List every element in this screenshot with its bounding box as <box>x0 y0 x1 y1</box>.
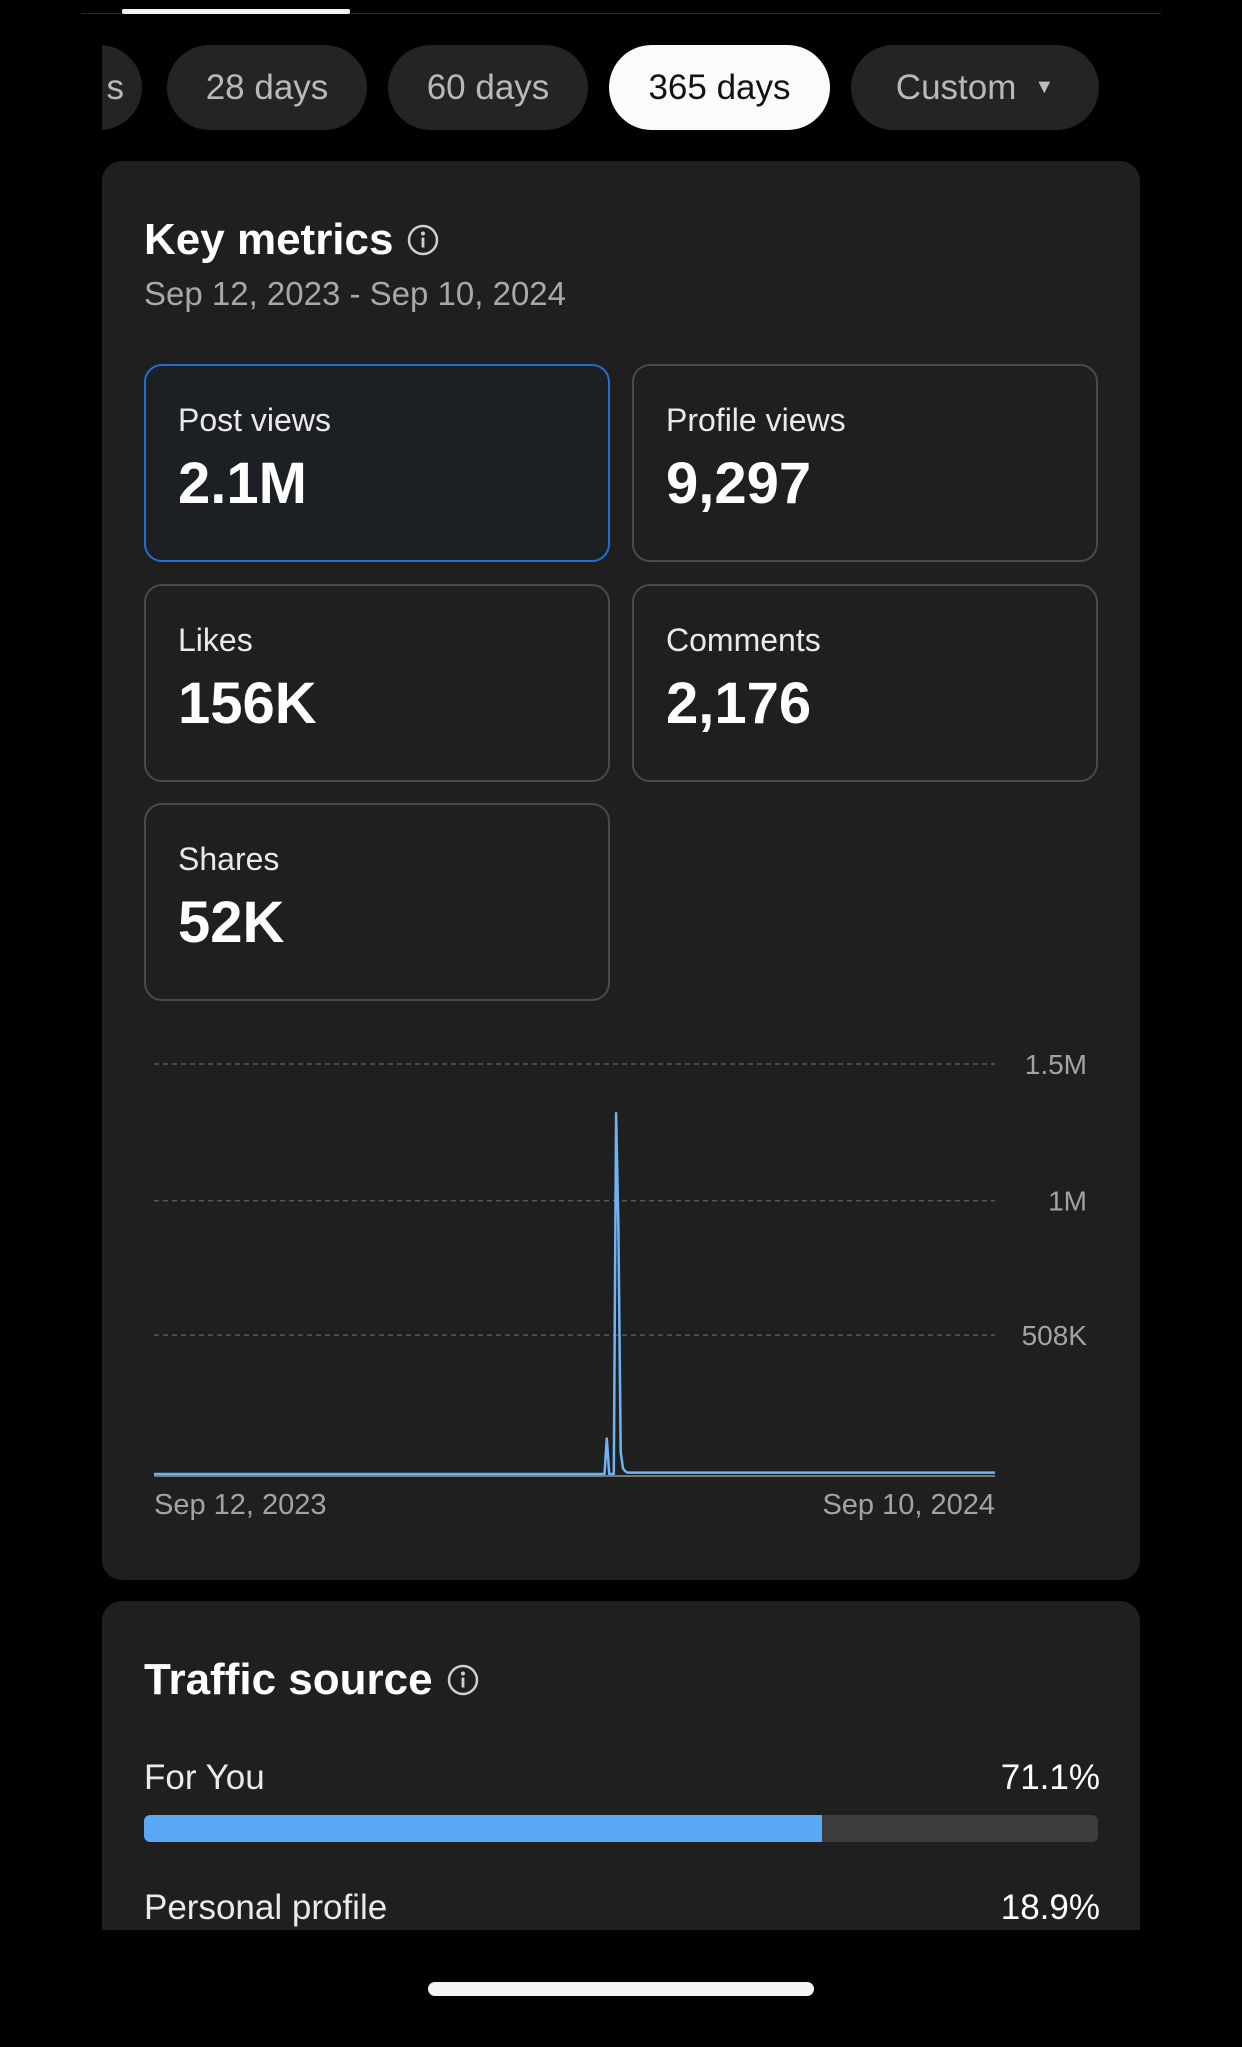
metric-tile-likes[interactable]: Likes 156K <box>144 584 610 782</box>
caret-down-icon: ▼ <box>1034 76 1055 98</box>
metric-label: Comments <box>666 622 821 658</box>
key-metrics-title: Key metrics <box>144 215 394 264</box>
chip-previous-partial[interactable]: s <box>102 45 142 130</box>
metric-value: 9,297 <box>666 451 812 516</box>
x-tick-label: Sep 12, 2023 <box>154 1489 327 1521</box>
traffic-row-for-you[interactable]: For You 71.1% <box>144 1758 1100 1802</box>
y-tick-label: 1M <box>1048 1186 1087 1217</box>
series-line <box>154 1111 995 1476</box>
metric-tile-shares[interactable]: Shares 52K <box>144 803 610 1001</box>
key-metrics-card: Key metrics Sep 12, 2023 - Sep 10, 2024 … <box>102 161 1140 1580</box>
traffic-progress-bar <box>144 1815 1098 1842</box>
traffic-percent: 71.1% <box>1000 1758 1100 1797</box>
key-metrics-date-range: Sep 12, 2023 - Sep 10, 2024 <box>144 275 567 312</box>
chip-label: 60 days <box>426 67 550 107</box>
metric-label: Post views <box>178 402 331 438</box>
info-icon[interactable] <box>447 1664 479 1696</box>
chip-60-days[interactable]: 60 days <box>388 45 588 130</box>
traffic-source-card: Traffic source For You 71.1% Personal pr… <box>102 1601 1140 1930</box>
traffic-source-title-row: Traffic source <box>144 1655 479 1705</box>
y-tick-label: 508K <box>1022 1320 1088 1351</box>
chip-custom[interactable]: Custom ▼ <box>851 45 1099 130</box>
top-tab-indicator <box>122 9 350 14</box>
metric-value: 156K <box>178 671 317 736</box>
metric-label: Likes <box>178 622 253 658</box>
chip-label: 365 days <box>648 67 791 107</box>
traffic-percent: 18.9% <box>1000 1888 1100 1927</box>
date-range-chips: s 28 days 60 days 365 days Custom ▼ <box>102 45 1142 130</box>
y-tick-label: 1.5M <box>1025 1049 1087 1080</box>
chip-label: s <box>106 67 125 107</box>
metric-value: 52K <box>178 890 285 955</box>
chip-365-days[interactable]: 365 days <box>609 45 830 130</box>
x-tick-label: Sep 10, 2024 <box>822 1489 995 1521</box>
metric-tile-profile-views[interactable]: Profile views 9,297 <box>632 364 1098 562</box>
home-indicator[interactable] <box>428 1982 814 1996</box>
metric-label: Profile views <box>666 402 846 438</box>
metric-value: 2,176 <box>666 671 812 736</box>
chip-label: Custom <box>895 67 1017 107</box>
chip-28-days[interactable]: 28 days <box>167 45 367 130</box>
traffic-progress-fill <box>144 1815 823 1842</box>
metric-tile-comments[interactable]: Comments 2,176 <box>632 584 1098 782</box>
traffic-label: Personal profile <box>144 1888 388 1927</box>
metric-value: 2.1M <box>178 451 307 516</box>
metric-label: Shares <box>178 841 280 877</box>
chip-label: 28 days <box>205 67 329 107</box>
key-metrics-title-row: Key metrics <box>144 215 439 265</box>
info-icon[interactable] <box>407 224 439 256</box>
metric-tile-post-views[interactable]: Post views 2.1M <box>144 364 610 562</box>
top-divider <box>81 13 1161 14</box>
traffic-label: For You <box>144 1758 265 1797</box>
post-views-line-chart: 508K 1M 1.5M Sep 12, 2023 Sep 10, 2024 <box>154 1049 1088 1521</box>
traffic-source-title: Traffic source <box>144 1655 433 1704</box>
traffic-row-personal-profile[interactable]: Personal profile 18.9% <box>144 1888 1100 1930</box>
